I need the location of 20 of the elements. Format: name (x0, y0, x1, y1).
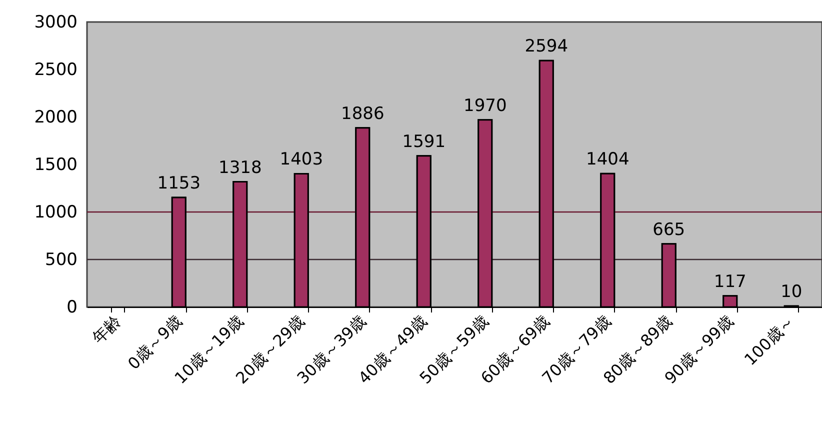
data-label: 117 (714, 272, 746, 292)
y-tick-label: 2000 (34, 108, 78, 128)
y-tick-label: 500 (45, 250, 78, 270)
x-tick-label: 年齢 (88, 311, 124, 348)
y-tick-label: 0 (66, 298, 78, 318)
y-tick-label: 3000 (34, 12, 78, 32)
data-label: 1886 (340, 104, 384, 124)
y-tick-label: 1500 (34, 155, 78, 175)
data-label: 2594 (524, 36, 568, 57)
data-label: 1153 (157, 173, 201, 194)
data-label: 1318 (218, 158, 262, 178)
y-tick-label: 1000 (34, 202, 78, 222)
data-label: 1404 (586, 150, 630, 170)
data-label: 10 (780, 282, 802, 302)
data-label: 1403 (280, 150, 324, 170)
y-tick-label: 2500 (34, 60, 78, 80)
data-label: 1591 (402, 132, 446, 152)
data-label: 665 (652, 220, 686, 240)
x-tick-label: 100歳～ (740, 311, 798, 370)
data-label: 1970 (463, 96, 507, 116)
